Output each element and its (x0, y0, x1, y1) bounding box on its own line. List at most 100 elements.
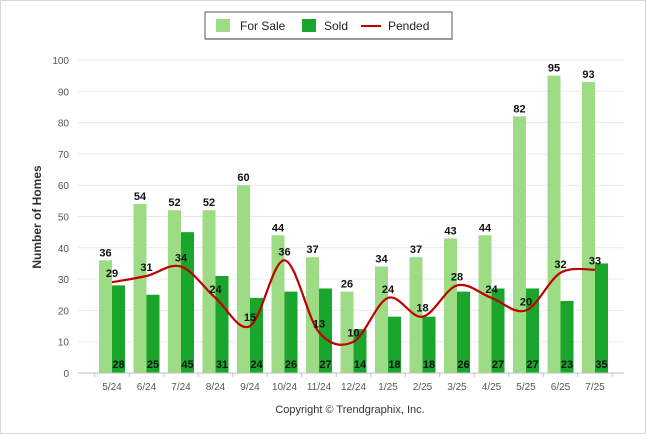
bar-sold-7-25 (595, 263, 608, 373)
label-pended-5-25: 20 (520, 296, 532, 308)
label-for-sale-6-25: 95 (548, 63, 560, 75)
label-pended-9-24: 15 (244, 312, 256, 324)
x-tick-label-6-24: 6/24 (137, 382, 157, 393)
label-sold-5-24: 28 (112, 359, 124, 371)
label-for-sale-7-24: 52 (168, 197, 180, 209)
legend-swatch-sold (302, 19, 316, 32)
label-pended-10-24: 36 (278, 246, 290, 258)
label-for-sale-8-24: 52 (203, 197, 215, 209)
y-tick-label: 40 (58, 244, 70, 255)
bar-for-sale-1-25 (375, 266, 388, 373)
label-pended-6-24: 31 (140, 262, 152, 274)
label-pended-12-24: 10 (347, 328, 359, 340)
label-pended-6-25: 32 (554, 259, 566, 271)
label-sold-8-24: 31 (216, 359, 228, 371)
x-tick-label-5-25: 5/25 (516, 382, 536, 393)
x-tick-label-11-24: 11/24 (307, 382, 332, 393)
label-pended-11-24: 13 (313, 318, 325, 330)
label-for-sale-11-24: 37 (306, 244, 318, 256)
bar-sold-2-25 (422, 316, 436, 373)
label-pended-7-25: 33 (589, 256, 601, 268)
bar-for-sale-6-25 (547, 75, 561, 374)
bar-sold-6-25 (560, 301, 574, 373)
pended-line (111, 259, 596, 346)
y-tick-label: 0 (63, 369, 69, 380)
label-sold-10-24: 26 (285, 359, 297, 371)
bar-for-sale-5-24 (99, 260, 112, 373)
label-for-sale-6-24: 54 (134, 191, 147, 203)
x-tick-label-9-24: 9/24 (240, 382, 260, 393)
bar-for-sale-6-24 (133, 203, 147, 373)
label-sold-5-25: 27 (526, 359, 538, 371)
y-tick-label: 30 (58, 275, 70, 286)
bar-sold-6-24 (146, 294, 160, 373)
label-for-sale-7-25: 93 (582, 69, 594, 81)
label-for-sale-10-24: 44 (272, 222, 285, 234)
x-tick-label-3-25: 3/25 (447, 382, 467, 393)
label-pended-5-24: 29 (106, 268, 118, 280)
label-for-sale-9-24: 60 (237, 172, 249, 184)
legend-swatch-for-sale (216, 19, 230, 32)
bar-sold-5-24 (112, 285, 125, 373)
x-tick-label-2-25: 2/25 (413, 382, 433, 393)
label-for-sale-4-25: 44 (479, 222, 492, 234)
bar-for-sale-3-25 (444, 238, 457, 373)
label-pended-1-25: 24 (382, 284, 395, 296)
bar-for-sale-9-24 (237, 185, 250, 373)
label-sold-11-24: 27 (319, 359, 331, 371)
label-for-sale-1-25: 34 (375, 254, 388, 266)
bar-for-sale-5-25 (513, 116, 526, 373)
x-tick-label-10-24: 10/24 (272, 382, 297, 393)
label-pended-7-24: 34 (175, 253, 188, 265)
legend-box (204, 11, 453, 40)
bar-sold-3-25 (457, 291, 470, 373)
label-pended-2-25: 18 (416, 303, 428, 315)
legend-label-sold: Sold (324, 19, 348, 33)
pended-series-line (111, 259, 596, 346)
label-sold-7-25: 35 (595, 359, 607, 371)
copyright-credit: Copyright © Trendgraphix, Inc. (275, 404, 424, 416)
label-pended-3-25: 28 (451, 271, 463, 283)
label-sold-6-24: 25 (147, 359, 159, 371)
x-tick-label-1-25: 1/25 (378, 382, 398, 393)
bar-sold-10-24 (284, 291, 298, 373)
legend-label-for-sale: For Sale (240, 19, 286, 33)
y-tick-label: 70 (58, 150, 70, 161)
label-sold-7-24: 45 (181, 359, 193, 371)
bar-for-sale-7-24 (168, 210, 181, 373)
label-sold-2-25: 18 (423, 359, 435, 371)
y-tick-label: 80 (58, 119, 70, 130)
y-tick-label: 60 (58, 181, 70, 192)
label-for-sale-2-25: 37 (410, 244, 422, 256)
y-tick-label: 20 (58, 306, 70, 317)
bar-sold-4-25 (491, 288, 505, 373)
x-tick-label-6-25: 6/25 (551, 382, 571, 393)
label-sold-1-25: 18 (388, 359, 400, 371)
label-sold-9-24: 24 (250, 359, 263, 371)
bar-for-sale-7-25 (582, 81, 595, 373)
x-tick-label-7-24: 7/24 (171, 382, 191, 393)
legend: For Sale Sold Pended (204, 11, 453, 40)
label-for-sale-5-24: 36 (99, 247, 111, 259)
bar-sold-11-24 (319, 288, 332, 373)
label-for-sale-3-25: 43 (444, 225, 456, 237)
label-sold-3-25: 26 (457, 359, 469, 371)
x-tick-label-5-24: 5/24 (102, 382, 122, 393)
legend-shadow (206, 38, 453, 40)
y-axis-title: Number of Homes (30, 165, 44, 269)
label-sold-12-24: 14 (354, 359, 367, 371)
label-for-sale-12-24: 26 (341, 279, 353, 291)
data-labels: 36 28 54 25 52 45 52 31 60 24 44 26 37 27 26 14 34 18 37 18… (99, 63, 607, 371)
x-axis: 5/24 6/24 7/24 8/24 9/24 10/24 11/24 12/24 1/25 2… (78, 372, 624, 393)
x-tick-label-12-24: 12/24 (341, 382, 366, 393)
legend-label-pended: Pended (388, 19, 429, 33)
y-tick-label: 50 (58, 213, 70, 224)
bar-sold-1-25 (388, 316, 401, 373)
bar-for-sale-11-24 (306, 257, 319, 373)
y-tick-label: 100 (52, 56, 69, 67)
x-tick-label-4-25: 4/25 (482, 382, 502, 393)
label-sold-4-25: 27 (492, 359, 504, 371)
label-for-sale-5-25: 82 (513, 103, 525, 115)
label-pended-4-25: 24 (485, 284, 498, 296)
